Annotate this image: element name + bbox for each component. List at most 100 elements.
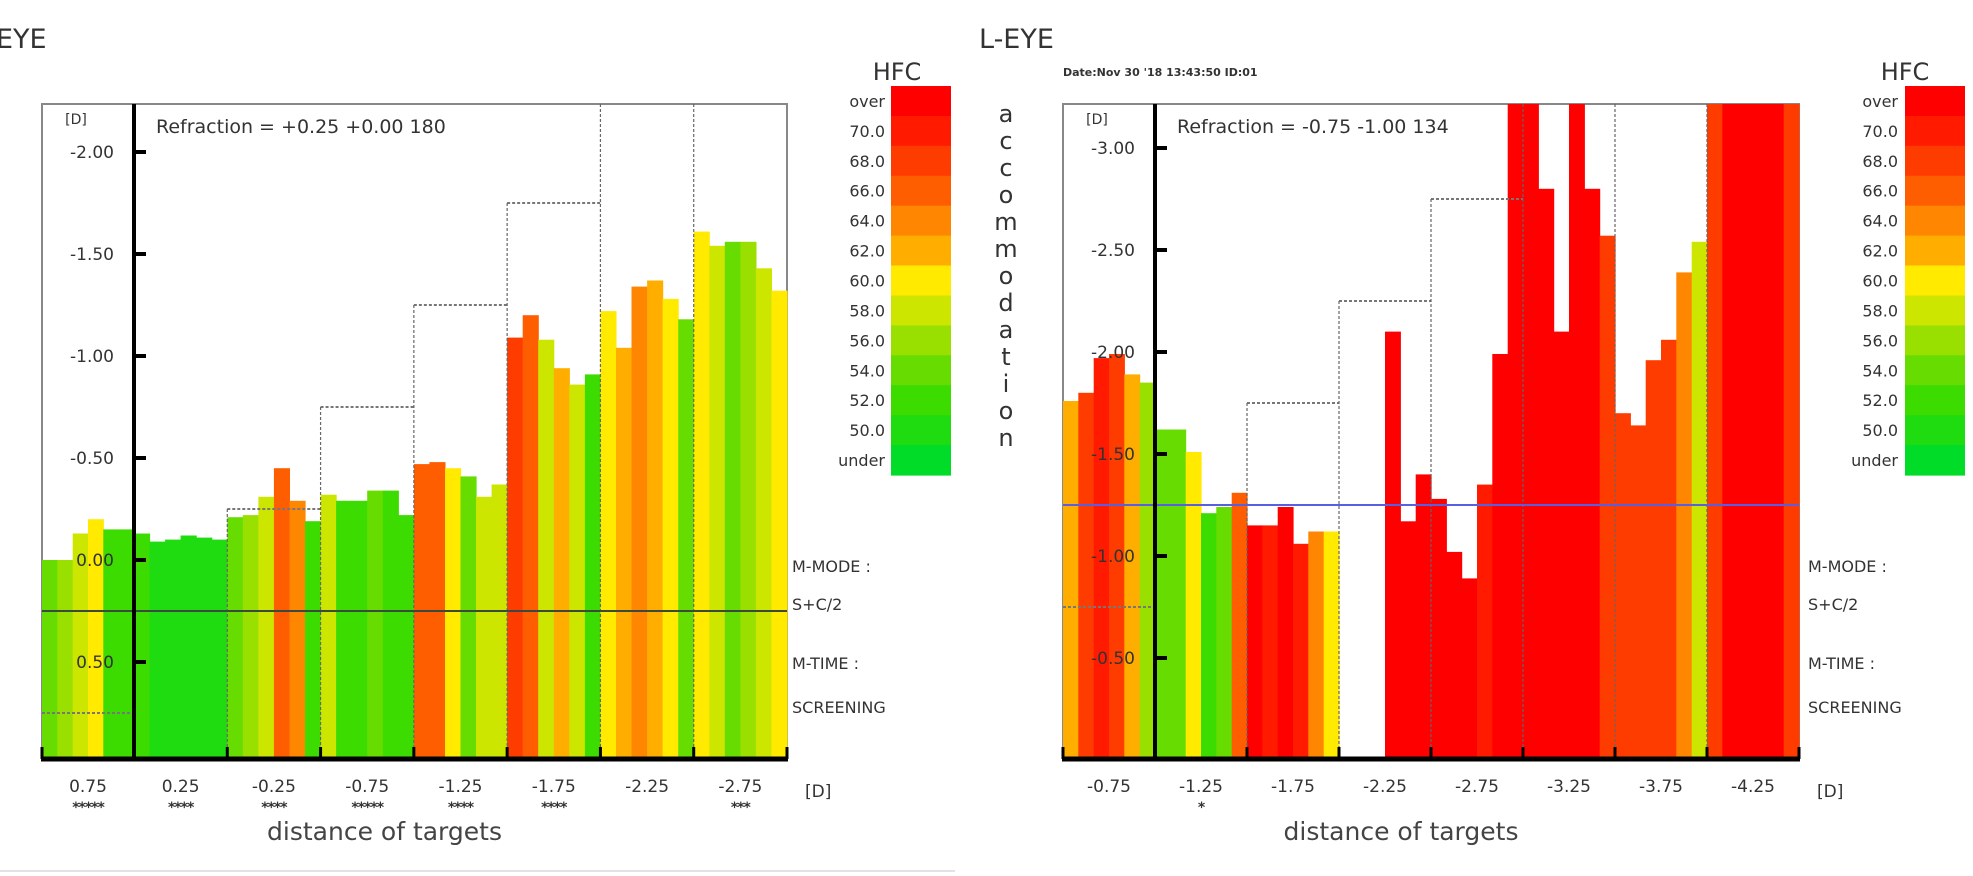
side-label-letter: c	[999, 127, 1012, 155]
x-tick-label: -1.25	[439, 777, 483, 797]
y-tick-label: -1.50	[70, 245, 114, 265]
bar	[662, 298, 679, 759]
legend-label: 52.0	[1862, 391, 1898, 410]
bar	[1661, 339, 1677, 759]
bar	[1063, 401, 1079, 759]
y-tick-label: -2.50	[1091, 241, 1135, 261]
bar	[755, 268, 772, 759]
bar	[678, 319, 695, 759]
bar	[740, 241, 757, 760]
measurement-marks: ****	[448, 800, 475, 816]
bar	[88, 519, 104, 759]
measurement-marks: ****	[168, 800, 195, 816]
legend-label: 68.0	[849, 152, 885, 171]
bar	[382, 490, 399, 759]
bar	[336, 500, 353, 759]
legend-label: 62.0	[1862, 242, 1898, 261]
legend-label: 64.0	[1862, 212, 1898, 231]
legend-label: under	[1851, 451, 1898, 470]
bar	[1124, 374, 1141, 759]
bar	[103, 529, 120, 759]
bar	[1630, 425, 1647, 759]
legend-swatch	[891, 325, 951, 356]
bar	[1415, 474, 1432, 759]
bar	[289, 500, 306, 759]
legend-label: 70.0	[849, 122, 885, 141]
bar	[724, 241, 741, 760]
bar	[1553, 331, 1570, 759]
bar	[584, 374, 601, 759]
bar	[507, 337, 524, 759]
mode-label: M-MODE :	[792, 557, 871, 576]
side-label-letter: d	[998, 289, 1013, 317]
bar	[1185, 452, 1202, 759]
legend-swatch	[891, 86, 951, 117]
bar	[196, 537, 213, 759]
bar	[445, 468, 462, 759]
side-label-letter: a	[999, 316, 1014, 344]
bar	[1231, 492, 1248, 759]
side-label-letter: i	[1003, 370, 1010, 398]
legend-title: HFC	[873, 58, 922, 86]
bar	[1109, 354, 1125, 759]
x-tick-label: -2.25	[625, 777, 669, 797]
mode-value: S+C/2	[792, 595, 842, 614]
legend-swatch	[1905, 205, 1965, 237]
bar	[1492, 354, 1509, 759]
x-tick-label: 0.25	[162, 777, 200, 797]
legend-swatch	[891, 355, 951, 386]
side-label-letter: m	[994, 235, 1017, 263]
measurement-marks: *****	[72, 800, 105, 816]
legend-swatch	[891, 415, 951, 446]
bar	[180, 535, 197, 759]
legend-swatch	[1905, 175, 1965, 207]
bar	[149, 541, 166, 759]
time-value: SCREENING	[792, 698, 886, 717]
bar	[647, 280, 664, 759]
legend-swatch	[1905, 86, 1965, 117]
refraction-text: Refraction = -0.75 -1.00 134	[1177, 116, 1449, 138]
legend-label: 52.0	[849, 391, 885, 410]
bar	[1400, 521, 1417, 759]
legend-label: 64.0	[849, 212, 885, 231]
measurement-marks: ***	[731, 800, 752, 816]
y-tick-label: -0.50	[1091, 649, 1135, 669]
bar	[476, 496, 493, 759]
bar	[398, 515, 415, 759]
side-label-letter: a	[999, 100, 1014, 128]
y-tick-label: -2.00	[1091, 343, 1135, 363]
legend-label: 50.0	[1862, 421, 1898, 440]
measurement-marks: ****	[541, 800, 568, 816]
side-label-letter: t	[1001, 343, 1010, 371]
side-label-letter: c	[999, 154, 1012, 182]
bar	[1691, 241, 1708, 760]
exam-date: Date:Nov 30 '18 13:43:50 ID:01	[1063, 66, 1258, 79]
side-label-letter: n	[998, 424, 1013, 452]
legend-label: 56.0	[1862, 331, 1898, 350]
legend-label: over	[1862, 92, 1898, 111]
bar	[1093, 358, 1110, 759]
left-eye-chart: [D] Refraction = -0.75 -1.00 134 -3.00 -2.5…	[1061, 103, 1843, 846]
bar	[1722, 104, 1739, 759]
time-value: SCREENING	[1808, 698, 1902, 717]
legend-swatch	[891, 295, 951, 326]
bar	[569, 384, 586, 759]
bar	[616, 347, 633, 759]
bar	[1615, 413, 1631, 759]
legend-swatch	[1905, 325, 1965, 356]
legend-label: over	[849, 92, 885, 111]
x-tick-label: -0.25	[252, 777, 296, 797]
y-unit-label: [D]	[65, 112, 87, 128]
right-eye-chart: [D] Refraction = +0.25 +0.00 180 -2.00 -1.5…	[40, 103, 831, 846]
bar	[1523, 104, 1539, 759]
hfc-legend-right: HFC over 70.0 68.0 66.0 64.0 62.0 60.0 58.0 56.0 5…	[1851, 58, 1965, 476]
bar	[1584, 188, 1601, 760]
bar	[134, 533, 151, 759]
legend-label: 54.0	[1862, 361, 1898, 380]
legend-swatch	[1905, 235, 1965, 267]
bar	[165, 539, 182, 759]
bar	[631, 286, 648, 759]
